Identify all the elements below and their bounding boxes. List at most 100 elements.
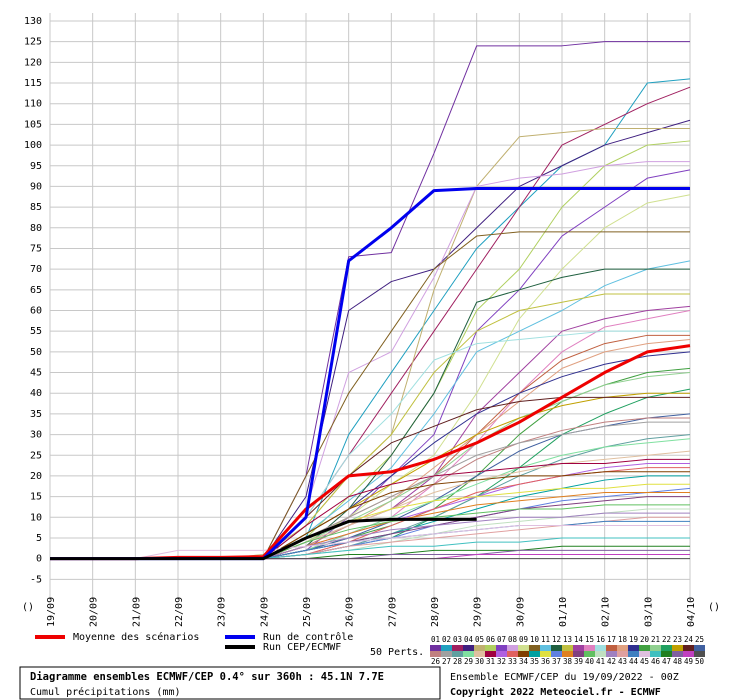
legend-swatch	[540, 645, 551, 651]
legend-label: 39	[574, 657, 583, 666]
series-line	[50, 525, 690, 560]
legend-swatch	[551, 651, 562, 657]
y-tick-label: 0	[36, 554, 42, 565]
x-tick-label: 29/09	[473, 597, 484, 627]
perturbations-label: 50 Perts.	[370, 647, 424, 658]
legend-label: 44	[629, 657, 639, 666]
x-tick-label: 02/10	[601, 597, 612, 627]
y-tick-label: 75	[30, 243, 42, 254]
legend-label: 40	[585, 657, 595, 666]
legend-swatch	[573, 651, 584, 657]
axis-unit-label: ()	[708, 602, 720, 613]
title-box	[19, 666, 441, 700]
legend-swatch	[441, 645, 452, 651]
legend-swatch	[694, 645, 705, 651]
legend-swatch	[452, 645, 463, 651]
legend-label: 48	[673, 657, 683, 666]
y-tick-label: 105	[24, 119, 42, 130]
legend-label: 46	[651, 657, 661, 666]
legend-swatch	[430, 645, 441, 651]
legend-swatch	[441, 651, 452, 657]
y-tick-label: 100	[24, 140, 42, 151]
legend-label: 15	[585, 635, 594, 644]
x-tick-label: 30/09	[515, 597, 526, 627]
y-tick-label: 20	[30, 471, 42, 482]
legend-swatch	[639, 645, 650, 651]
legend-label: Run de contrôle	[263, 631, 353, 643]
legend-swatch	[617, 651, 628, 657]
legend-label: Run CEP/ECMWF	[263, 642, 341, 653]
y-tick-label: 50	[30, 347, 42, 358]
legend-swatch	[507, 645, 518, 651]
legend-label: 11	[541, 635, 550, 644]
legend-swatch	[507, 651, 518, 657]
legend-label: 37	[552, 657, 561, 666]
x-tick-label: 22/09	[174, 597, 185, 627]
y-tick-label: 65	[30, 285, 42, 296]
legend-swatch	[639, 651, 650, 657]
x-tick-label: 28/09	[430, 597, 441, 627]
legend-label: 43	[618, 657, 627, 666]
x-tick-label: 01/10	[558, 597, 569, 627]
x-tick-label: 23/09	[217, 597, 228, 627]
y-tick-label: 10	[30, 512, 42, 523]
legend-label: 10	[530, 635, 540, 644]
legend-swatch	[683, 651, 694, 657]
legend-label: Moyenne des scénarios	[73, 631, 199, 643]
y-tick-label: 55	[30, 326, 42, 337]
legend-swatch	[650, 645, 661, 651]
legend-swatch	[474, 645, 485, 651]
legend-label: 04	[464, 635, 474, 644]
y-tick-label: 120	[24, 57, 42, 68]
legend-label: 16	[596, 635, 606, 644]
legend-swatch	[562, 651, 573, 657]
legend-swatch	[628, 645, 639, 651]
legend-swatch	[551, 645, 562, 651]
y-tick-label: 15	[30, 492, 42, 503]
legend-label: 45	[640, 657, 649, 666]
x-tick-label: 25/09	[302, 597, 313, 627]
legend-swatch	[683, 645, 694, 651]
y-tick-label: 130	[24, 16, 42, 27]
y-tick-label: 35	[30, 409, 42, 420]
legend-label: 34	[519, 657, 529, 666]
legend-swatch	[606, 645, 617, 651]
legend-swatch	[595, 645, 606, 651]
y-tick-label: 5	[36, 533, 42, 544]
y-tick-label: 60	[30, 306, 42, 317]
series-line	[50, 517, 477, 561]
legend-swatch	[518, 645, 529, 651]
y-tick-label: 95	[30, 161, 42, 172]
x-tick-label: 19/09	[46, 597, 57, 627]
legend-swatch	[496, 651, 507, 657]
legend-label: 35	[530, 657, 539, 666]
legend-swatch	[694, 651, 705, 657]
legend-label: 06	[486, 635, 496, 644]
legend-label: 02	[442, 635, 451, 644]
legend-label: 50	[695, 657, 705, 666]
legend-label: 29	[464, 657, 473, 666]
legend-label: 19	[629, 635, 638, 644]
legend-swatch	[463, 651, 474, 657]
legend-label: 20	[640, 635, 650, 644]
y-tick-label: 70	[30, 264, 42, 275]
legend-swatch	[485, 645, 496, 651]
x-tick-label: 21/09	[131, 597, 142, 627]
legend-label: 24	[684, 635, 694, 644]
legend-label: 18	[618, 635, 628, 644]
x-tick-label: 20/09	[89, 597, 100, 627]
legend-swatch	[573, 645, 584, 651]
legend-label: 41	[596, 657, 605, 666]
legend-label: 05	[475, 635, 484, 644]
legend-swatch	[661, 645, 672, 651]
copyright: Copyright 2022 Meteociel.fr - ECMWF	[450, 686, 661, 698]
legend-swatch	[463, 645, 474, 651]
legend-swatch	[584, 651, 595, 657]
legend-label: 23	[673, 635, 682, 644]
legend-label: 49	[684, 657, 693, 666]
y-tick-label: 125	[24, 37, 42, 48]
legend-label: 08	[508, 635, 518, 644]
legend-label: 12	[552, 635, 561, 644]
legend-label: 38	[563, 657, 573, 666]
